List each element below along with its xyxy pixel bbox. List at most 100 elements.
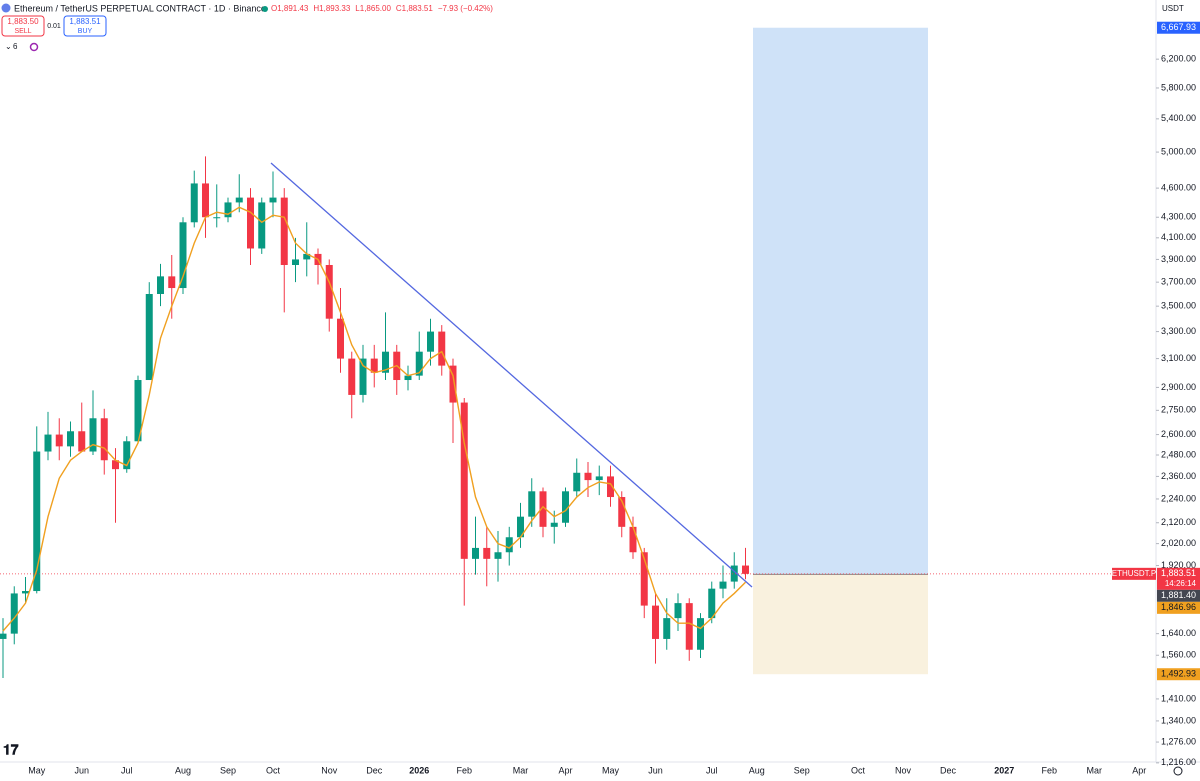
candle-body — [292, 259, 299, 265]
candle-body — [415, 351, 423, 376]
sell-label: SELL — [14, 28, 31, 35]
x-tick-label: Oct — [266, 765, 281, 775]
candle-body — [190, 183, 198, 223]
y-tick-label: 1,340.00 — [1161, 715, 1196, 725]
candle-body — [10, 593, 18, 634]
candle-body — [505, 537, 513, 553]
candle-body — [550, 522, 558, 527]
y-tick-label: 5,400.00 — [1161, 113, 1196, 123]
currency[interactable]: USDT — [1162, 4, 1184, 13]
candle-body — [78, 431, 86, 452]
x-tick-label: Apr — [558, 765, 572, 775]
x-tick-label: Sep — [220, 765, 236, 775]
countdown: 14:26:14 — [1165, 579, 1197, 588]
candle-body — [719, 581, 727, 589]
y-tick-label: 4,100.00 — [1161, 232, 1196, 242]
candle-body — [100, 418, 108, 461]
candle-body — [697, 618, 704, 650]
symbol-title: Ethereum / TetherUS PERPETUAL CONTRACT ·… — [14, 3, 266, 13]
candle-body — [235, 197, 243, 203]
ma-label: 1,846.96 — [1161, 602, 1196, 612]
candle-body — [303, 253, 311, 260]
candle-body — [573, 472, 581, 492]
ma-tag — [1157, 601, 1200, 614]
candle-body — [708, 588, 716, 619]
candle-body — [438, 331, 446, 366]
moving-average — [2, 206, 746, 632]
candle-body — [618, 497, 626, 527]
candle-body — [123, 441, 131, 470]
symbol-icon — [1, 3, 11, 13]
indicator-count[interactable]: 6 — [13, 42, 18, 51]
y-tick-label: 6,200.00 — [1161, 54, 1196, 64]
buy-label: BUY — [78, 28, 93, 35]
candle-body — [460, 402, 468, 559]
x-tick-label: Apr — [1132, 765, 1146, 775]
symbol-label: ETHUSDT.P — [1112, 569, 1156, 578]
sell-button[interactable] — [1, 15, 45, 37]
y-tick-label: 1,920.00 — [1161, 560, 1196, 570]
x-tick-label: Feb — [456, 765, 472, 775]
x-tick-label: Sep — [794, 765, 810, 775]
y-tick-label: 4,300.00 — [1161, 212, 1196, 222]
indicator-icon[interactable] — [29, 42, 39, 52]
ohlc-value: L1,865.00 — [355, 4, 391, 13]
x-tick-label: Dec — [940, 765, 957, 775]
candle-body — [258, 202, 266, 249]
position-tool — [753, 27, 928, 675]
candle-body — [449, 365, 457, 403]
candle-body — [224, 202, 232, 218]
stop-zone — [753, 574, 928, 675]
stop-tag — [1157, 668, 1200, 681]
y-tick-label: 2,750.00 — [1161, 405, 1196, 415]
candles — [0, 156, 1156, 678]
candle-body — [247, 197, 254, 249]
candle-body — [325, 264, 333, 319]
x-tick-label: Mar — [1087, 765, 1103, 775]
settings-icon[interactable] — [1173, 766, 1183, 776]
last-price-tag — [1157, 567, 1200, 590]
candle-body — [652, 605, 659, 639]
candle-body — [742, 565, 749, 574]
candle-body — [348, 358, 356, 395]
candle-body — [370, 358, 378, 373]
collapse-arrow[interactable]: ⌄ — [5, 42, 12, 51]
y-tick-label: 3,900.00 — [1161, 254, 1196, 264]
candle-body — [55, 434, 63, 447]
y-tick-label: 4,600.00 — [1161, 182, 1196, 192]
x-tick-label: Jun — [74, 765, 89, 775]
ohlc-value: O1,891.43 — [271, 4, 309, 13]
candle-body — [517, 516, 524, 538]
candle-body — [145, 293, 153, 381]
candle-body — [427, 331, 434, 352]
candle-body — [539, 491, 547, 527]
candle-body — [359, 358, 367, 395]
entry-tag — [1157, 589, 1200, 602]
x-tick-label: 2027 — [994, 765, 1014, 775]
y-tick-label: 3,300.00 — [1161, 326, 1196, 336]
candle-body — [112, 460, 119, 470]
y-tick-label: 5,800.00 — [1161, 82, 1196, 92]
entry-label: 1,881.40 — [1161, 590, 1196, 600]
x-tick-label: Jun — [648, 765, 663, 775]
x-tick-label: Aug — [749, 765, 765, 775]
ohlc-legend: O1,891.43 H1,893.33 L1,865.00 C1,883.51 −7.9… — [271, 4, 493, 13]
last-price-label: 1,883.51 — [1161, 568, 1196, 578]
candle-body — [179, 222, 187, 289]
candle-body — [33, 451, 41, 592]
x-tick-label: Dec — [366, 765, 383, 775]
x-tick-label: Mar — [513, 765, 529, 775]
y-tick-label: 2,480.00 — [1161, 449, 1196, 459]
spread: 0.01 — [47, 23, 61, 30]
candle-body — [213, 217, 221, 219]
candle-body — [44, 434, 52, 452]
trend-line — [270, 162, 753, 588]
x-tick-label: Nov — [321, 765, 338, 775]
target-zone — [753, 27, 928, 575]
candle-body — [337, 318, 344, 359]
candle-body — [483, 547, 491, 559]
buy-button[interactable] — [63, 15, 107, 37]
y-tick-label: 3,500.00 — [1161, 301, 1196, 311]
x-tick-label: Feb — [1041, 765, 1057, 775]
